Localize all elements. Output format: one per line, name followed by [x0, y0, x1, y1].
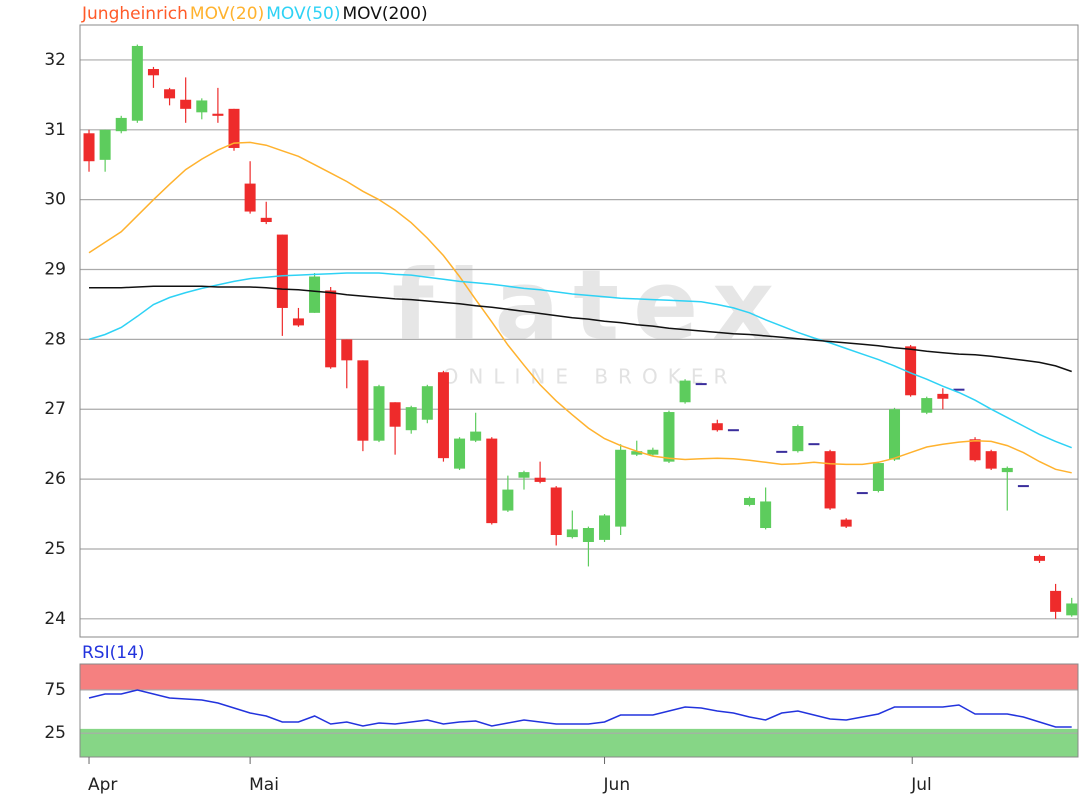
legend-entry: MOV(20)	[190, 4, 264, 24]
x-tick-label: Jun	[603, 775, 631, 795]
y-tick-label: 28	[44, 329, 66, 349]
candle-body	[534, 477, 546, 482]
watermark: ONLINE BROKER	[443, 365, 738, 389]
y-tick-label: 30	[44, 190, 66, 210]
candle-body	[808, 443, 820, 446]
y-tick-label: 29	[44, 260, 66, 280]
x-tick-label: Apr	[88, 775, 117, 795]
candle-body	[1017, 485, 1029, 488]
candle-body	[1066, 603, 1078, 616]
y-tick-label: 75	[44, 680, 66, 700]
candle-body	[695, 383, 707, 386]
candle-body	[647, 449, 659, 455]
candle-body	[518, 472, 530, 478]
candle-body	[470, 431, 482, 441]
x-tick-label: Jul	[910, 775, 932, 795]
candle-body	[969, 439, 981, 461]
candle-body	[99, 129, 111, 160]
candle-body	[631, 451, 643, 455]
candle-body	[228, 108, 240, 148]
y-tick-label: 27	[44, 399, 66, 419]
watermark: flatex	[392, 249, 788, 361]
y-tick-label: 24	[44, 609, 66, 629]
candle-body	[212, 113, 224, 116]
candle-body	[937, 393, 949, 399]
candle-body	[276, 234, 288, 308]
legend-entry: MOV(200)	[342, 4, 427, 24]
candle-body	[373, 386, 385, 441]
candle-body	[953, 388, 965, 391]
y-tick-label: 26	[44, 469, 66, 489]
plot-layer: flatex ONLINE BROKER 24 25 26 27 28 29 30 31 32 Jun…	[44, 4, 1079, 795]
line-series	[89, 285, 1072, 373]
candle-body	[744, 497, 756, 505]
candle-body	[566, 529, 578, 538]
band	[80, 664, 1078, 690]
candle-body	[421, 386, 433, 420]
candle-body	[131, 45, 143, 121]
line-series	[88, 141, 1072, 474]
x-tick-label: Mai	[249, 775, 279, 795]
candle-body	[196, 100, 208, 113]
candle-body	[1033, 555, 1045, 561]
candle-body	[1050, 590, 1062, 612]
candle-body	[840, 519, 852, 527]
candle-body	[921, 398, 933, 413]
candle-body	[502, 489, 514, 511]
candle-body	[582, 528, 594, 542]
candle-body	[599, 515, 611, 540]
candle-body	[776, 450, 788, 453]
candle-body	[244, 183, 256, 212]
candle-body	[309, 276, 321, 313]
candle-body	[83, 133, 95, 162]
candle-body	[792, 426, 804, 452]
candle-body	[760, 501, 772, 529]
candle-body	[550, 487, 562, 535]
y-tick-label: 32	[44, 50, 66, 70]
candle-body	[325, 290, 337, 368]
candle-body	[856, 492, 868, 495]
line-series	[88, 689, 1072, 728]
candle-body	[357, 360, 369, 441]
candle-body	[711, 423, 723, 431]
candle-body	[341, 339, 353, 361]
line-series	[88, 272, 1072, 449]
candle-body	[180, 99, 192, 109]
candle-body	[486, 438, 498, 524]
plot-frame	[79, 663, 1079, 758]
candle-body	[405, 407, 417, 431]
candle-body	[454, 438, 466, 469]
candle-body	[679, 380, 691, 403]
candle-body	[292, 318, 304, 326]
candle-body	[147, 69, 159, 76]
candle-body	[1001, 467, 1013, 473]
legend-entry: Jungheinrich	[81, 4, 188, 24]
candle-body	[872, 463, 884, 491]
candle-body	[615, 449, 627, 527]
candle-body	[824, 451, 836, 509]
candle-body	[727, 429, 739, 432]
plot-frame	[79, 24, 1079, 638]
candle-body	[437, 372, 449, 459]
y-tick-label: 25	[44, 723, 66, 743]
candle-body	[985, 451, 997, 469]
legend-entry: RSI(14)	[82, 643, 145, 663]
candle-body	[889, 409, 901, 460]
candle-body	[164, 89, 176, 99]
candle-body	[260, 217, 272, 223]
candle-body	[389, 402, 401, 427]
y-tick-label: 25	[44, 539, 66, 559]
candle-body	[905, 346, 917, 396]
legend-entry: MOV(50)	[266, 4, 340, 24]
candle-body	[115, 117, 127, 132]
candle-body	[663, 412, 675, 462]
y-tick-label: 31	[44, 120, 66, 140]
